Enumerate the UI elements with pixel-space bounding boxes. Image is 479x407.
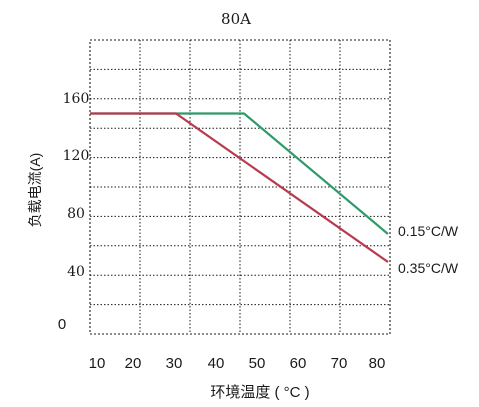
series-layer <box>90 112 389 263</box>
x-tick-label: 50 <box>249 355 266 372</box>
x-tick-label: 30 <box>166 355 183 372</box>
x-tick-label: 60 <box>290 355 307 372</box>
series-line-high-resistance <box>90 112 389 263</box>
x-axis-label: 环境温度 ( °C ) <box>210 383 309 401</box>
series-label: 0.15°C/W <box>398 223 459 239</box>
y-axis-label: 负载电流(A) <box>27 153 43 228</box>
series-label: 0.35°C/W <box>398 260 459 276</box>
x-tick-label: 20 <box>125 355 142 372</box>
x-tick-label: 80 <box>369 355 386 372</box>
y-tick-labels: 0 40 80 120 160 <box>58 91 90 333</box>
grid <box>90 40 390 334</box>
y-tick-label: 40 <box>67 264 85 280</box>
y-tick-label: 120 <box>63 148 90 164</box>
y-tick-label: 0 <box>58 316 66 333</box>
series-labels: 0.15°C/W 0.35°C/W <box>398 223 459 276</box>
chart-title: 80A <box>221 10 251 28</box>
y-tick-label: 80 <box>67 206 85 222</box>
x-tick-label: 70 <box>331 355 348 372</box>
plot-frame <box>89 39 391 335</box>
x-tick-label: 40 <box>208 355 225 372</box>
x-tick-labels: 10 20 30 40 50 60 70 80 <box>89 355 386 372</box>
y-tick-label: 160 <box>63 91 90 107</box>
x-tick-label: 10 <box>89 355 106 372</box>
